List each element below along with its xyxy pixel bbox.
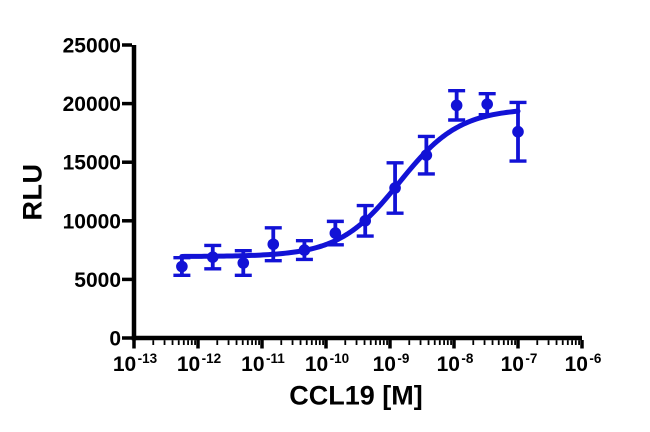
- data-point: [298, 244, 311, 256]
- data-point: [206, 251, 219, 263]
- data-point: [450, 99, 463, 112]
- y-tick-label: 10000: [63, 210, 121, 233]
- data-point: [267, 238, 280, 251]
- data-point: [329, 227, 342, 239]
- fit-curve: [179, 108, 521, 259]
- x-tick-label: 10 -7: [501, 351, 538, 376]
- x-axis-title: CCL19 [M]: [289, 380, 423, 411]
- x-tick-label: 10 -6: [565, 351, 602, 376]
- data-point: [420, 149, 433, 161]
- data-point: [237, 257, 250, 269]
- y-tick-label: 0: [109, 328, 121, 351]
- y-tick-label: 25000: [63, 35, 121, 58]
- data-point: [512, 125, 524, 138]
- x-tick-label: 10 -11: [241, 351, 285, 376]
- y-tick-label: 15000: [63, 152, 121, 175]
- x-tick-label: 10 -10: [305, 351, 349, 376]
- data-point: [359, 215, 372, 227]
- x-tick-label: 10 -12: [177, 351, 221, 376]
- y-axis-title: RLU: [17, 163, 48, 221]
- data-point: [176, 260, 188, 273]
- data-point: [389, 182, 401, 194]
- x-tick-label: 10 -9: [373, 351, 410, 376]
- x-tick-label: 10 -13: [113, 351, 158, 376]
- data-point: [481, 98, 493, 110]
- y-tick-label: 20000: [63, 93, 121, 116]
- x-tick-label: 10 -8: [437, 351, 474, 376]
- y-tick-label: 5000: [74, 269, 121, 292]
